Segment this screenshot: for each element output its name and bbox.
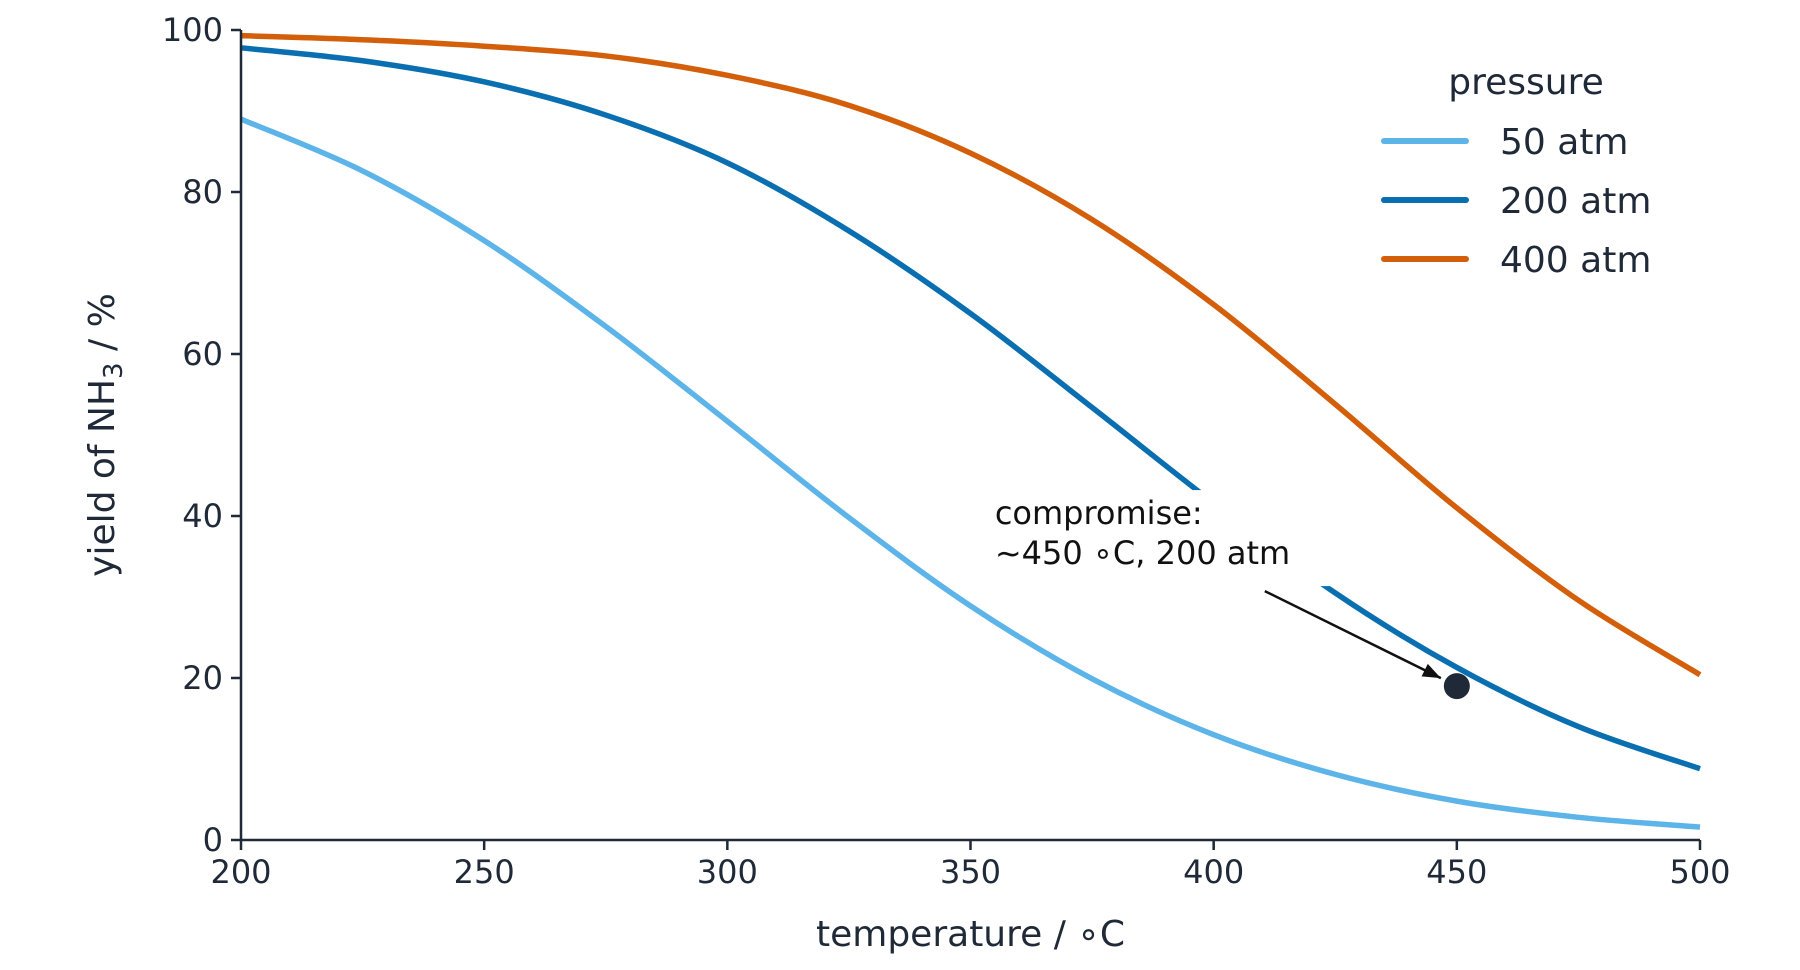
y-tick-label: 0: [203, 821, 223, 859]
y-axis-title-suffix: / %: [82, 293, 123, 362]
legend-label: 50 atm: [1500, 122, 1629, 163]
annotation-text-line-2: ~450 ∘C, 200 atm: [995, 534, 1290, 572]
x-tick-label: 350: [940, 853, 1001, 891]
y-tick-label: 40: [182, 497, 223, 535]
axes: 200 250 300 350 400 450 500 0 20 40 60 80 100: [162, 11, 1731, 891]
x-ticks: 200 250 300 350 400 450 500: [210, 840, 1731, 891]
annotation-text-line-1: compromise:: [995, 494, 1203, 532]
series-line-2: [240, 45, 1701, 772]
annotation: compromise: ~450 ∘C, 200 atm: [986, 490, 1470, 700]
y-tick-label: 20: [182, 659, 223, 697]
legend-label: 400 atm: [1500, 240, 1651, 281]
y-tick-label: 100: [162, 11, 223, 49]
legend-label: 200 atm: [1500, 181, 1651, 222]
series-line-3: [240, 32, 1702, 678]
annotation-background: [986, 490, 1349, 587]
annotation-marker: [1443, 673, 1470, 700]
annotation-arrowhead: [1421, 663, 1441, 679]
x-tick-label: 250: [454, 853, 515, 891]
annotation-arrow: [1264, 589, 1442, 680]
x-tick-label: 400: [1183, 853, 1244, 891]
y-tick-label: 60: [182, 335, 223, 373]
x-axis-title: temperature / ∘C: [816, 914, 1125, 955]
x-tick-label: 300: [697, 853, 758, 891]
x-tick-label: 500: [1669, 853, 1730, 891]
y-axis-title: yield of NH3 / %: [82, 293, 129, 577]
legend-items: 50 atm 200 atm 400 atm: [1381, 122, 1651, 281]
series-line-1: [239, 116, 1701, 830]
series-lines: [239, 32, 1702, 830]
x-tick-label: 450: [1426, 853, 1487, 891]
y-axis-title-subscript: 3: [99, 362, 129, 379]
y-ticks: 0 20 40 60 80 100: [162, 11, 241, 859]
y-axis-title-prefix: yield of NH: [82, 379, 123, 577]
y-tick-label: 80: [182, 173, 223, 211]
x-tick-label: 200: [210, 853, 271, 891]
legend-title: pressure: [1448, 62, 1604, 103]
legend: pressure 50 atm 200 atm 400 atm: [1381, 62, 1651, 281]
